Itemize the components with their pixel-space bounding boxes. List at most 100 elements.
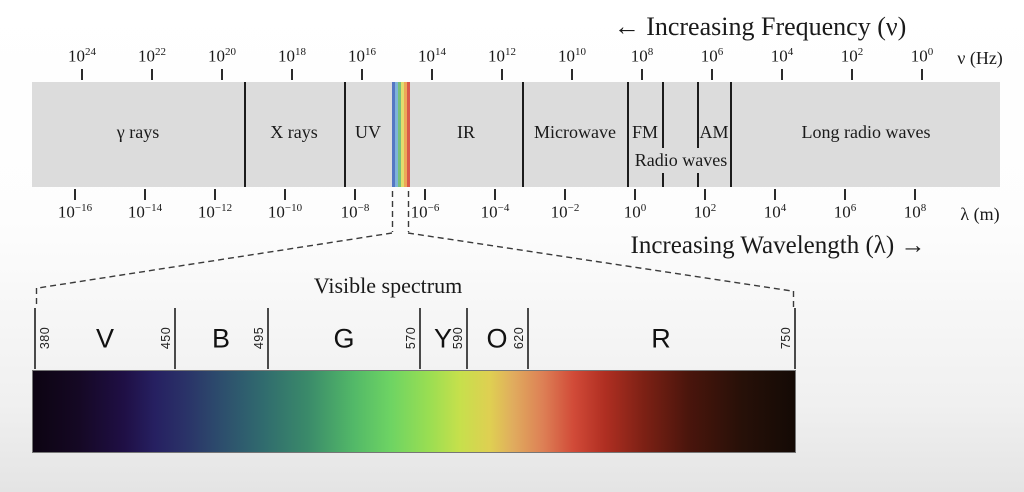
band-region-divider [730,82,732,187]
wavelength-exponent: 4 [780,202,787,214]
wavelength-exponent: −14 [144,202,163,214]
visible-boundary-line [34,308,36,369]
frequency-tick-label: 1016 [348,46,376,66]
frequency-exponent: 8 [647,46,654,58]
visible-wavelength-nm-label: 380 [38,326,52,350]
visible-color-letter: O [486,323,508,354]
visible-wavelength-nm-label: 570 [404,326,418,350]
wavelength-tick-mark [424,189,426,200]
frequency-tick-label: 1020 [208,46,236,66]
frequency-exponent: 24 [85,46,96,58]
frequency-tick-mark [221,69,223,80]
frequency-tick-label: 1018 [278,46,306,66]
visible-color-letter: B [211,323,231,354]
wavelength-tick-label: 10−8 [340,202,370,222]
wavelength-exponent: −6 [427,202,440,214]
band-region-label: IR [457,122,475,142]
frequency-exponent: 4 [787,46,794,58]
band-region-label: UV [355,122,381,142]
visible-color-letter: R [651,323,671,354]
wavelength-tick-mark [914,189,916,200]
visible-boundary-line [527,308,529,369]
frequency-tick-mark [571,69,573,80]
wavelength-tick-label: 108 [903,202,927,222]
wavelength-tick-mark [774,189,776,200]
wavelength-tick-label: 10−6 [410,202,440,222]
frequency-tick-mark [151,69,153,80]
wavelength-tick-mark [144,189,146,200]
frequency-tick-label: 1012 [488,46,516,66]
frequency-tick-label: 100 [910,46,934,66]
wavelength-tick-label: 10−2 [550,202,580,222]
frequency-tick-mark [921,69,923,80]
wavelength-tick-label: 104 [763,202,787,222]
wavelength-exponent: −16 [74,202,93,214]
wavelength-tick-label: 10−14 [127,202,163,222]
band-radio-waves-label: Radio waves [634,150,728,170]
frequency-exponent: 0 [927,46,934,58]
visible-wavelength-nm-label: 590 [451,326,465,350]
wavelength-exponent: 0 [640,202,647,214]
wavelength-exponent: 8 [920,202,927,214]
frequency-tick-mark [431,69,433,80]
frequency-tick-mark [851,69,853,80]
frequency-tick-label: 1022 [138,46,166,66]
wavelength-tick-mark [354,189,356,200]
visible-spectrum-title: Visible spectrum [313,273,463,298]
wavelength-exponent: −12 [214,202,233,214]
frequency-tick-label: 1024 [68,46,96,66]
frequency-tick-mark [81,69,83,80]
band-region-divider-partial-top [697,82,699,148]
visible-wavelength-nm-label: 495 [252,326,266,350]
visible-color-letter: Y [433,323,453,354]
visible-spectrum-gradient-bar [32,370,796,453]
frequency-tick-label: 108 [630,46,654,66]
wavelength-exponent: −10 [284,202,303,214]
band-region-divider [244,82,246,187]
wavelength-tick-mark [284,189,286,200]
wavelength-exponent: −2 [567,202,580,214]
band-region-label: Microwave [534,122,616,142]
frequency-exponent: 16 [365,46,376,58]
frequency-tick-label: 106 [700,46,724,66]
wavelength-unit-label: λ (m) [960,204,1000,224]
wavelength-tick-mark [74,189,76,200]
visible-color-letter: G [333,323,355,354]
frequency-exponent: 10 [575,46,586,58]
band-region-label: FM [631,122,659,142]
frequency-tick-mark [501,69,503,80]
band-region-divider [627,82,629,187]
frequency-tick-mark [361,69,363,80]
wavelength-tick-mark [214,189,216,200]
frequency-tick-mark [781,69,783,80]
wavelength-tick-label: 10−12 [197,202,233,222]
em-spectrum-band: γ rays X rays UV IR Microwave FM AM Long radio … [32,82,1000,187]
frequency-exponent: 22 [155,46,166,58]
frequency-exponent: 14 [435,46,446,58]
wavelength-exponent: −8 [357,202,370,214]
frequency-unit-label: ν (Hz) [957,48,1003,68]
wavelength-tick-label: 10−10 [267,202,303,222]
increasing-frequency-heading: ← Increasing Frequency (ν) [613,12,907,41]
wavelength-tick-mark [494,189,496,200]
band-region-divider [344,82,346,187]
band-region-label: γ rays [116,122,160,142]
frequency-tick-label: 102 [840,46,864,66]
wavelength-tick-label: 100 [623,202,647,222]
frequency-exponent: 18 [295,46,306,58]
visible-boundary-line [419,308,421,369]
frequency-tick-label: 1014 [418,46,446,66]
band-region-label: X rays [270,122,318,142]
visible-boundary-line [466,308,468,369]
wavelength-tick-label: 10−16 [57,202,93,222]
frequency-tick-mark [291,69,293,80]
visible-boundary-line [267,308,269,369]
frequency-exponent: 12 [505,46,516,58]
frequency-exponent: 2 [857,46,864,58]
increasing-wavelength-heading: Increasing Wavelength (λ) → [630,232,926,259]
frequency-tick-mark [711,69,713,80]
visible-color-letter: V [95,323,115,354]
frequency-tick-label: 104 [770,46,794,66]
visible-wavelength-nm-label: 750 [779,326,793,350]
